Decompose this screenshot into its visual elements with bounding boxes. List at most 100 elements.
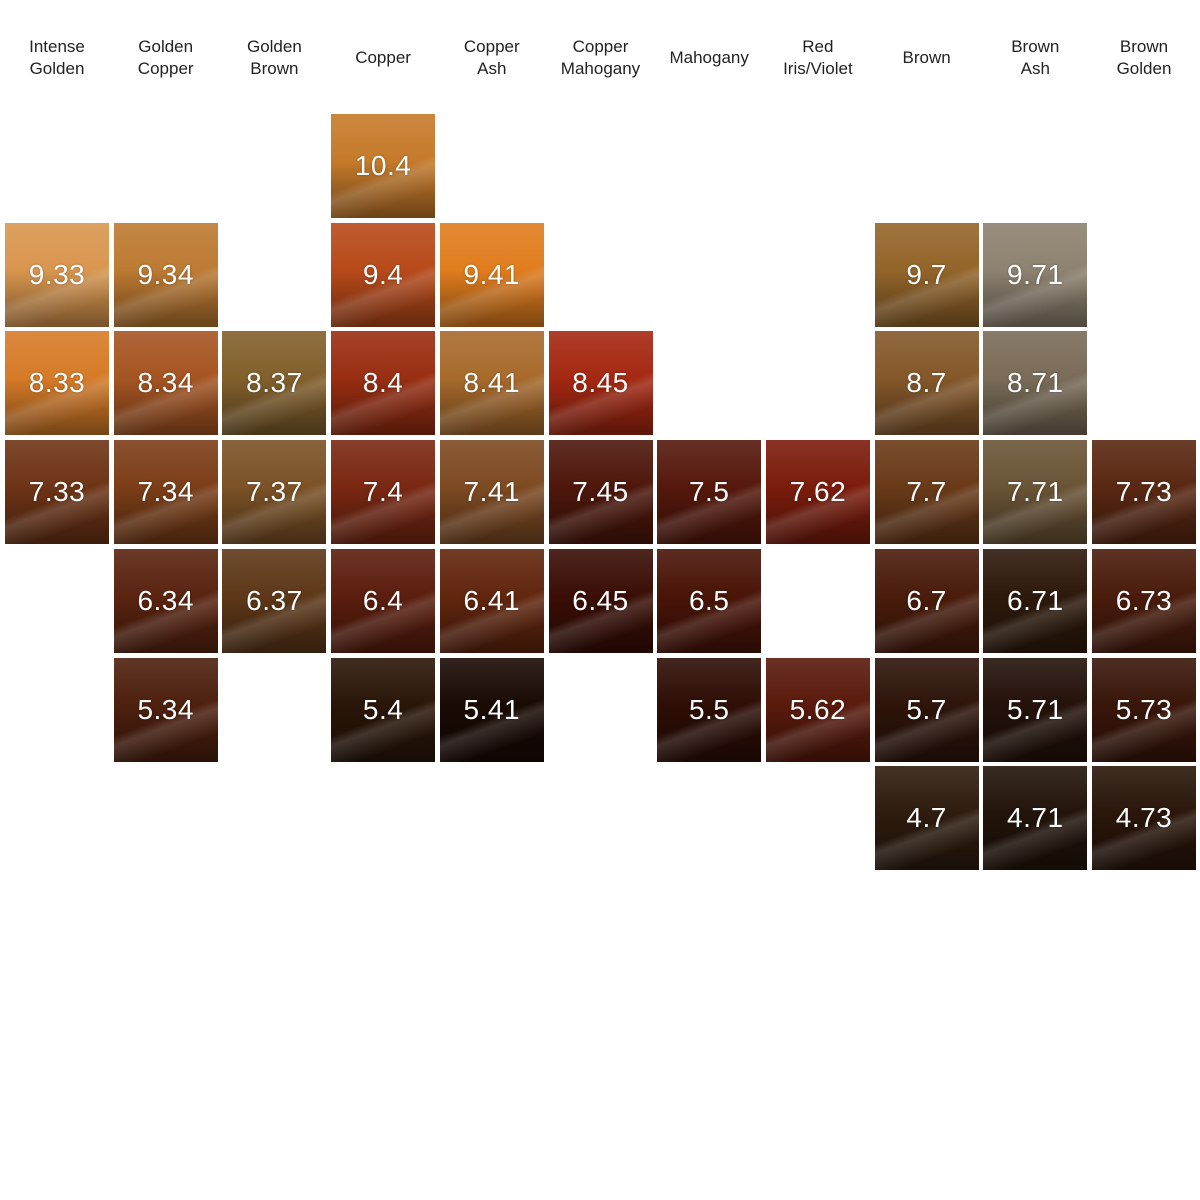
color-swatch[interactable]: 9.71 xyxy=(983,222,1088,327)
color-swatch[interactable]: 7.4 xyxy=(331,440,436,545)
swatch-code: 8.33 xyxy=(28,367,86,399)
swatch-code: 7.4 xyxy=(362,476,404,508)
swatch-code: 9.33 xyxy=(28,258,86,290)
swatch-code: 7.45 xyxy=(572,476,629,508)
column-header: Brown xyxy=(902,48,951,67)
swatch-code: 6.34 xyxy=(137,584,194,616)
color-swatch[interactable]: 5.73 xyxy=(1092,657,1196,762)
color-swatch[interactable]: 5.4 xyxy=(331,657,436,762)
color-swatch[interactable]: 8.33 xyxy=(5,331,109,436)
color-swatch[interactable]: 9.7 xyxy=(874,222,979,327)
swatch-code: 8.41 xyxy=(463,367,521,399)
color-swatch[interactable]: 7.73 xyxy=(1092,440,1196,545)
column-header: Mahogany xyxy=(669,48,749,67)
swatch-code: 7.5 xyxy=(688,476,730,508)
color-swatch[interactable]: 5.71 xyxy=(983,657,1088,762)
swatch-code: 7.34 xyxy=(137,476,194,508)
swatch-code: 6.7 xyxy=(906,584,947,616)
swatch-code: 6.5 xyxy=(688,584,730,616)
swatch-code: 6.37 xyxy=(246,584,303,616)
swatch-code: 7.37 xyxy=(246,476,303,508)
color-swatch[interactable]: 7.71 xyxy=(983,440,1088,545)
swatch-code: 8.4 xyxy=(362,367,404,399)
color-swatch[interactable]: 6.41 xyxy=(439,548,544,653)
swatch-code: 9.7 xyxy=(906,258,947,290)
color-swatch[interactable]: 7.62 xyxy=(765,440,870,545)
color-swatch[interactable]: 5.41 xyxy=(439,657,544,762)
swatch-code: 9.4 xyxy=(362,258,404,290)
swatch-code: 6.73 xyxy=(1115,584,1173,616)
color-swatch[interactable]: 9.33 xyxy=(5,222,109,327)
column-header: Intense Golden xyxy=(29,37,85,78)
swatch-code: 9.34 xyxy=(137,258,194,290)
column-header: Copper xyxy=(355,48,411,67)
color-swatch[interactable]: 9.41 xyxy=(439,222,544,327)
swatch-code: 6.45 xyxy=(572,584,629,616)
color-swatch[interactable]: 6.45 xyxy=(548,548,653,653)
color-swatch[interactable]: 5.34 xyxy=(113,657,218,762)
swatch-code: 7.33 xyxy=(28,476,86,508)
swatch-code: 7.73 xyxy=(1115,476,1173,508)
color-swatch[interactable]: 7.45 xyxy=(548,440,653,545)
color-swatch[interactable]: 8.45 xyxy=(548,331,653,436)
color-swatch[interactable]: 8.7 xyxy=(874,331,979,436)
swatch-code: 4.73 xyxy=(1115,802,1173,834)
color-swatch[interactable]: 6.4 xyxy=(331,548,436,653)
swatch-code: 5.5 xyxy=(688,693,730,725)
color-swatch[interactable]: 4.73 xyxy=(1092,766,1196,871)
color-swatch[interactable]: 6.37 xyxy=(222,548,327,653)
color-swatch[interactable]: 7.34 xyxy=(113,440,218,545)
swatch-code: 5.71 xyxy=(1007,693,1064,725)
swatch-code: 5.73 xyxy=(1115,693,1173,725)
swatch-code: 6.4 xyxy=(362,584,404,616)
swatch-code: 5.41 xyxy=(463,693,521,725)
swatch-code: 10.4 xyxy=(354,150,412,181)
swatch-code: 9.41 xyxy=(463,258,521,290)
swatch-code: 7.62 xyxy=(789,476,847,508)
color-swatch[interactable]: 8.37 xyxy=(222,331,327,436)
column-header: Brown Ash xyxy=(1011,37,1060,78)
column-header: Copper Mahogany xyxy=(560,37,641,78)
column-header: Red Iris/Violet xyxy=(783,37,853,78)
color-swatch[interactable]: 8.34 xyxy=(113,331,218,436)
color-swatch[interactable]: 6.7 xyxy=(874,548,979,653)
swatch-code: 4.71 xyxy=(1007,802,1064,834)
color-swatch[interactable]: 8.71 xyxy=(983,331,1088,436)
column-header: Copper Ash xyxy=(463,37,520,78)
swatch-code: 7.7 xyxy=(906,476,947,508)
color-swatch[interactable]: 7.33 xyxy=(5,440,109,545)
swatch-code: 7.41 xyxy=(463,476,521,508)
column-header: Brown Golden xyxy=(1116,37,1172,78)
swatch-code: 9.71 xyxy=(1007,258,1064,290)
swatch-code: 5.34 xyxy=(137,693,194,725)
swatch-code: 4.7 xyxy=(906,802,947,834)
color-swatch[interactable]: 10.4 xyxy=(331,114,436,218)
color-swatch[interactable]: 6.34 xyxy=(113,548,218,653)
swatch-code: 8.7 xyxy=(906,367,947,399)
swatch-code: 6.71 xyxy=(1007,584,1064,616)
color-swatch[interactable]: 8.41 xyxy=(439,331,544,436)
color-swatch[interactable]: 7.7 xyxy=(874,440,979,545)
swatch-code: 5.62 xyxy=(789,693,847,725)
color-swatch[interactable]: 9.4 xyxy=(331,222,436,327)
swatch-code: 5.7 xyxy=(906,693,947,725)
swatch-code: 5.4 xyxy=(362,693,404,725)
color-swatch[interactable]: 8.4 xyxy=(331,331,436,436)
color-swatch[interactable]: 5.7 xyxy=(874,657,979,762)
color-swatch[interactable]: 5.5 xyxy=(657,657,762,762)
color-swatch[interactable]: 4.71 xyxy=(983,766,1088,871)
column-header: Golden Brown xyxy=(246,37,302,78)
swatch-code: 8.45 xyxy=(572,367,629,399)
swatch-code: 8.34 xyxy=(137,367,194,399)
color-swatch[interactable]: 4.7 xyxy=(874,766,979,871)
color-swatch[interactable]: 6.71 xyxy=(983,548,1088,653)
color-swatch[interactable]: 7.41 xyxy=(439,440,544,545)
color-swatch[interactable]: 7.37 xyxy=(222,440,327,545)
color-swatch[interactable]: 7.5 xyxy=(657,440,762,545)
swatch-code: 8.37 xyxy=(246,367,303,399)
swatch-code: 7.71 xyxy=(1007,476,1064,508)
color-swatch[interactable]: 6.73 xyxy=(1092,548,1196,653)
color-swatch[interactable]: 9.34 xyxy=(113,222,218,327)
color-swatch[interactable]: 6.5 xyxy=(657,548,762,653)
color-swatch[interactable]: 5.62 xyxy=(765,657,870,762)
